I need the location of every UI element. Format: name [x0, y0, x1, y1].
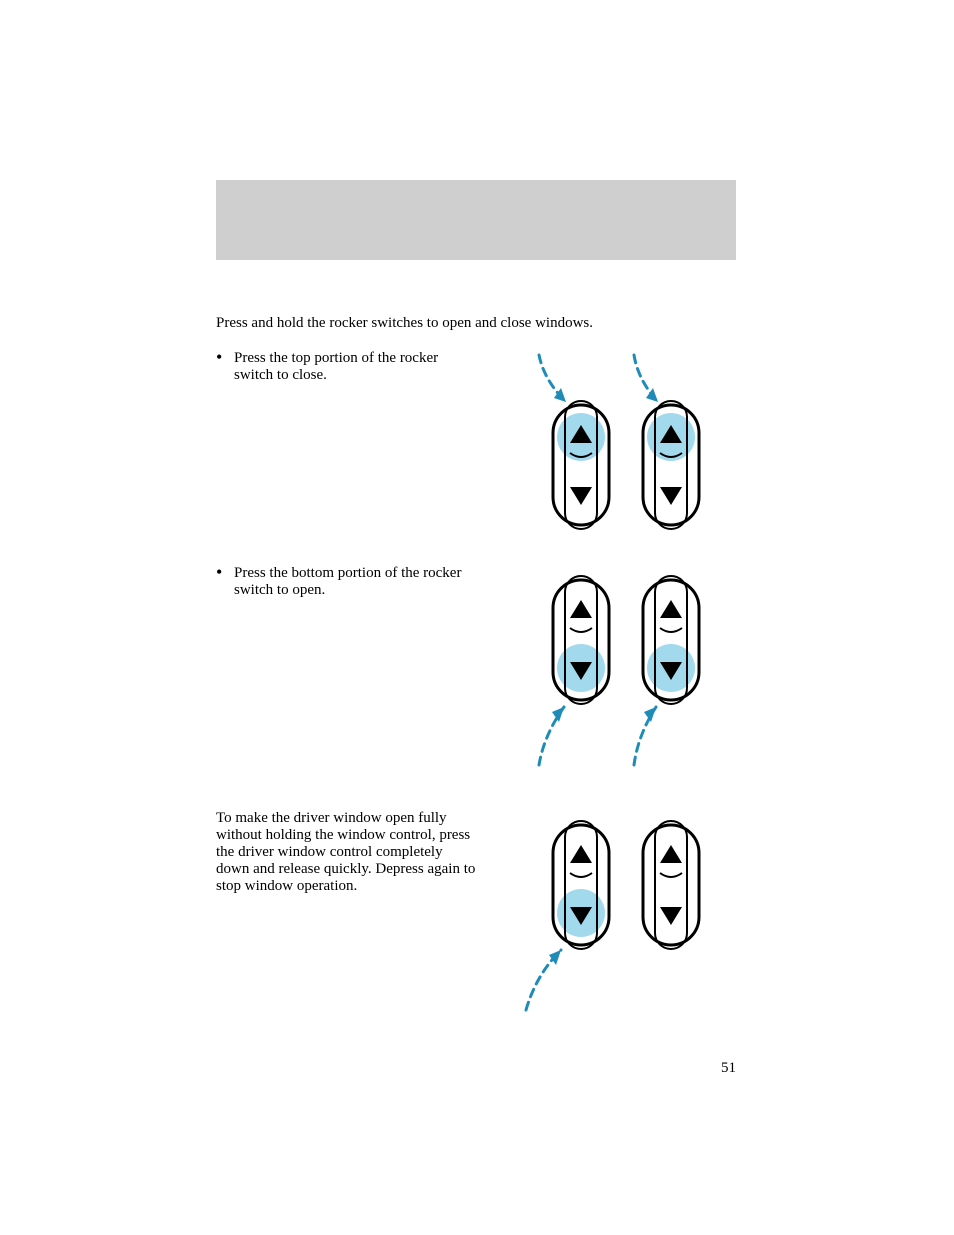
para-row-3: To make the driver window open fully wit…	[216, 810, 736, 1025]
header-bar	[216, 180, 736, 260]
bullet-2: • Press the bottom portion of the rocker…	[216, 565, 476, 599]
content: Press and hold the rocker switches to op…	[216, 300, 736, 1035]
bullet-1-text: Press the top portion of the rocker swit…	[234, 350, 476, 384]
bullet-row-2: • Press the bottom portion of the rocker…	[216, 565, 736, 780]
bullet-row-1: • Press the top portion of the rocker sw…	[216, 350, 736, 555]
diagram-close	[506, 350, 736, 555]
bullet-dot-icon: •	[216, 350, 222, 365]
bullet-2-text: Press the bottom portion of the rocker s…	[234, 565, 476, 599]
intro-text: Press and hold the rocker switches to op…	[216, 315, 736, 332]
page-number: 51	[721, 1060, 736, 1077]
diagram-auto	[506, 810, 736, 1025]
bullet-1: • Press the top portion of the rocker sw…	[216, 350, 476, 384]
para-3-text: To make the driver window open fully wit…	[216, 810, 476, 895]
bullet-dot-icon: •	[216, 565, 222, 580]
diagram-open	[506, 565, 736, 780]
